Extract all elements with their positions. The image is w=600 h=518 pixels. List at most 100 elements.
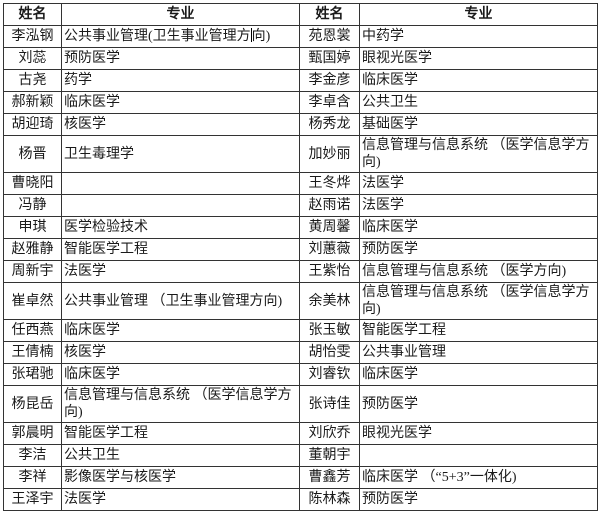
major-cell-left[interactable]: 公共卫生 bbox=[61, 444, 300, 467]
name-cell-left[interactable]: 申琪 bbox=[3, 216, 62, 239]
table-row: 胡迎琦 核医学 杨秀龙 基础医学 bbox=[3, 113, 598, 136]
header-name-right[interactable]: 姓名 bbox=[299, 3, 360, 26]
name-cell-right[interactable]: 曹鑫芳 bbox=[299, 466, 360, 489]
name-cell-right[interactable]: 刘欣乔 bbox=[299, 422, 360, 445]
table-row: 李泓钢 公共事业管理(卫生事业管理方向) 苑恩裳 中药学 bbox=[3, 25, 598, 48]
table-row: 申琪 医学检验技术 黄周馨 临床医学 bbox=[3, 216, 598, 239]
name-cell-right[interactable]: 张诗佳 bbox=[299, 385, 360, 423]
major-cell-right[interactable]: 预防医学 bbox=[359, 238, 598, 261]
text-cursor bbox=[250, 28, 252, 42]
table-row: 李祥 影像医学与核医学 曹鑫芳 临床医学 （“5+3”一体化) bbox=[3, 466, 598, 489]
major-cell-right[interactable]: 眼视光医学 bbox=[359, 422, 598, 445]
name-cell-right[interactable]: 胡怡雯 bbox=[299, 341, 360, 364]
name-cell-left[interactable]: 周新宇 bbox=[3, 260, 62, 283]
name-cell-left[interactable]: 胡迎琦 bbox=[3, 113, 62, 136]
table-header: 姓名 专业 姓名 专业 bbox=[3, 3, 598, 26]
major-cell-left[interactable]: 法医学 bbox=[61, 260, 300, 283]
name-cell-left[interactable]: 郭晨明 bbox=[3, 422, 62, 445]
major-cell-right[interactable]: 预防医学 bbox=[359, 488, 598, 511]
header-name-left[interactable]: 姓名 bbox=[3, 3, 62, 26]
major-cell-right[interactable]: 信息管理与信息系统 （医学信息学方向) bbox=[359, 135, 598, 173]
table-row: 杨昆岳 信息管理与信息系统 （医学信息学方向) 张诗佳 预防医学 bbox=[3, 385, 598, 423]
major-cell-right[interactable]: 预防医学 bbox=[359, 385, 598, 423]
major-cell-left[interactable]: 法医学 bbox=[61, 488, 300, 511]
major-cell-left[interactable]: 核医学 bbox=[61, 113, 300, 136]
header-major-left[interactable]: 专业 bbox=[61, 3, 300, 26]
name-cell-right[interactable]: 加妙丽 bbox=[299, 135, 360, 173]
major-cell-right[interactable]: 临床医学 （“5+3”一体化) bbox=[359, 466, 598, 489]
table-row: 曹晓阳 王冬烨 法医学 bbox=[3, 172, 598, 195]
major-cell-right[interactable]: 中药学 bbox=[359, 25, 598, 48]
table-row: 刘蕊 预防医学 甄国婷 眼视光医学 bbox=[3, 47, 598, 70]
table-row: 周新宇 法医学 王紫怡 信息管理与信息系统 （医学方向) bbox=[3, 260, 598, 283]
name-cell-right[interactable]: 李卓含 bbox=[299, 91, 360, 114]
name-cell-left[interactable]: 古尧 bbox=[3, 69, 62, 92]
major-cell-left[interactable] bbox=[61, 172, 300, 195]
name-cell-right[interactable]: 王紫怡 bbox=[299, 260, 360, 283]
major-cell-left[interactable]: 临床医学 bbox=[61, 91, 300, 114]
name-cell-left[interactable]: 李洁 bbox=[3, 444, 62, 467]
major-cell-right[interactable]: 信息管理与信息系统 （医学方向) bbox=[359, 260, 598, 283]
major-cell-left[interactable]: 临床医学 bbox=[61, 319, 300, 342]
name-cell-right[interactable]: 刘蕙薇 bbox=[299, 238, 360, 261]
major-cell-left[interactable]: 核医学 bbox=[61, 341, 300, 364]
name-cell-right[interactable]: 甄国婷 bbox=[299, 47, 360, 70]
major-cell-right[interactable]: 信息管理与信息系统 （医学信息学方向) bbox=[359, 282, 598, 320]
major-cell-left[interactable]: 信息管理与信息系统 （医学信息学方向) bbox=[61, 385, 300, 423]
header-major-right[interactable]: 专业 bbox=[359, 3, 598, 26]
name-cell-left[interactable]: 杨晋 bbox=[3, 135, 62, 173]
table-body: 李泓钢 公共事业管理(卫生事业管理方向) 苑恩裳 中药学 刘蕊 预防医学 甄国婷… bbox=[3, 25, 598, 511]
name-cell-left[interactable]: 刘蕊 bbox=[3, 47, 62, 70]
major-cell-right[interactable]: 法医学 bbox=[359, 194, 598, 217]
major-cell-left[interactable]: 药学 bbox=[61, 69, 300, 92]
major-cell-left[interactable]: 卫生毒理学 bbox=[61, 135, 300, 173]
major-cell-right[interactable]: 智能医学工程 bbox=[359, 319, 598, 342]
major-cell-left[interactable]: 预防医学 bbox=[61, 47, 300, 70]
major-cell-left[interactable]: 公共事业管理(卫生事业管理方向) bbox=[61, 25, 300, 48]
name-cell-right[interactable]: 张玉敏 bbox=[299, 319, 360, 342]
name-cell-left[interactable]: 王泽宇 bbox=[3, 488, 62, 511]
major-cell-right[interactable]: 公共事业管理 bbox=[359, 341, 598, 364]
name-cell-right[interactable]: 李金彦 bbox=[299, 69, 360, 92]
major-cell-right[interactable]: 基础医学 bbox=[359, 113, 598, 136]
major-cell-right[interactable]: 临床医学 bbox=[359, 363, 598, 386]
major-cell-right[interactable]: 临床医学 bbox=[359, 69, 598, 92]
major-cell-left[interactable]: 临床医学 bbox=[61, 363, 300, 386]
name-cell-left[interactable]: 崔卓然 bbox=[3, 282, 62, 320]
name-cell-right[interactable]: 黄周馨 bbox=[299, 216, 360, 239]
major-cell-right[interactable] bbox=[359, 444, 598, 467]
table-row: 张珺驰 临床医学 刘睿钦 临床医学 bbox=[3, 363, 598, 386]
major-cell-left[interactable]: 医学检验技术 bbox=[61, 216, 300, 239]
name-cell-right[interactable]: 赵雨诺 bbox=[299, 194, 360, 217]
major-cell-right[interactable]: 临床医学 bbox=[359, 216, 598, 239]
name-cell-right[interactable]: 杨秀龙 bbox=[299, 113, 360, 136]
student-major-table: 姓名 专业 姓名 专业 李泓钢 公共事业管理(卫生事业管理方向) 苑恩裳 中药学… bbox=[3, 3, 598, 511]
name-cell-left[interactable]: 杨昆岳 bbox=[3, 385, 62, 423]
name-cell-right[interactable]: 陈林森 bbox=[299, 488, 360, 511]
name-cell-right[interactable]: 王冬烨 bbox=[299, 172, 360, 195]
major-cell-left[interactable]: 智能医学工程 bbox=[61, 238, 300, 261]
name-cell-left[interactable]: 曹晓阳 bbox=[3, 172, 62, 195]
major-cell-right[interactable]: 公共卫生 bbox=[359, 91, 598, 114]
name-cell-left[interactable]: 李泓钢 bbox=[3, 25, 62, 48]
name-cell-left[interactable]: 任西燕 bbox=[3, 319, 62, 342]
name-cell-left[interactable]: 王倩楠 bbox=[3, 341, 62, 364]
name-cell-right[interactable]: 余美林 bbox=[299, 282, 360, 320]
major-cell-right[interactable]: 法医学 bbox=[359, 172, 598, 195]
name-cell-right[interactable]: 董朝宇 bbox=[299, 444, 360, 467]
major-cell-right[interactable]: 眼视光医学 bbox=[359, 47, 598, 70]
name-cell-right[interactable]: 苑恩裳 bbox=[299, 25, 360, 48]
name-cell-left[interactable]: 冯静 bbox=[3, 194, 62, 217]
major-cell-left[interactable]: 影像医学与核医学 bbox=[61, 466, 300, 489]
major-cell-left[interactable] bbox=[61, 194, 300, 217]
name-cell-left[interactable]: 张珺驰 bbox=[3, 363, 62, 386]
table-row: 王泽宇 法医学 陈林森 预防医学 bbox=[3, 488, 598, 511]
name-cell-left[interactable]: 郝新颖 bbox=[3, 91, 62, 114]
major-cell-left[interactable]: 智能医学工程 bbox=[61, 422, 300, 445]
table-row: 杨晋 卫生毒理学 加妙丽 信息管理与信息系统 （医学信息学方向) bbox=[3, 135, 598, 173]
table-row: 赵雅静 智能医学工程 刘蕙薇 预防医学 bbox=[3, 238, 598, 261]
name-cell-left[interactable]: 李祥 bbox=[3, 466, 62, 489]
name-cell-right[interactable]: 刘睿钦 bbox=[299, 363, 360, 386]
name-cell-left[interactable]: 赵雅静 bbox=[3, 238, 62, 261]
major-cell-left[interactable]: 公共事业管理 （卫生事业管理方向) bbox=[61, 282, 300, 320]
